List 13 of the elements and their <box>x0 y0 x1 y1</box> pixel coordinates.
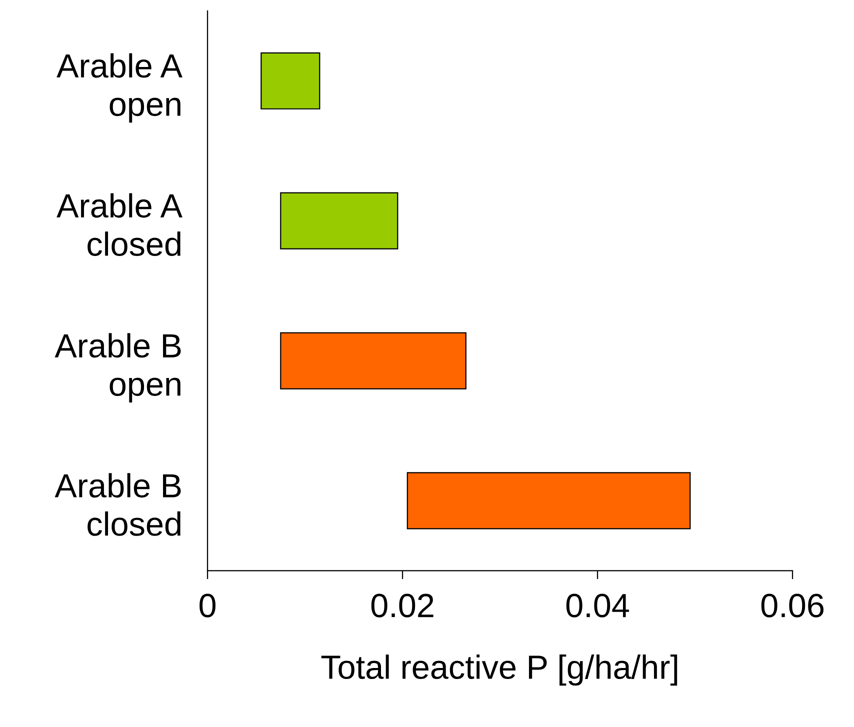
y-tick-label: Arable B closed <box>54 473 181 536</box>
x-tick-label: 0 <box>200 594 216 618</box>
y-tick-label: Arable A closed <box>56 193 182 256</box>
y-tick-label: Arable A open <box>56 53 182 123</box>
bar <box>280 192 398 250</box>
x-axis-title: Total reactive P [g/ha/hr] <box>321 654 678 686</box>
x-tick-label: 0.04 <box>566 594 629 618</box>
bar <box>260 52 320 110</box>
x-tick-label: 0.06 <box>761 594 824 618</box>
y-tick-label: Arable B open <box>54 333 181 403</box>
bar <box>406 472 691 530</box>
bar <box>280 332 466 390</box>
x-tick-label: 0.02 <box>371 594 434 618</box>
